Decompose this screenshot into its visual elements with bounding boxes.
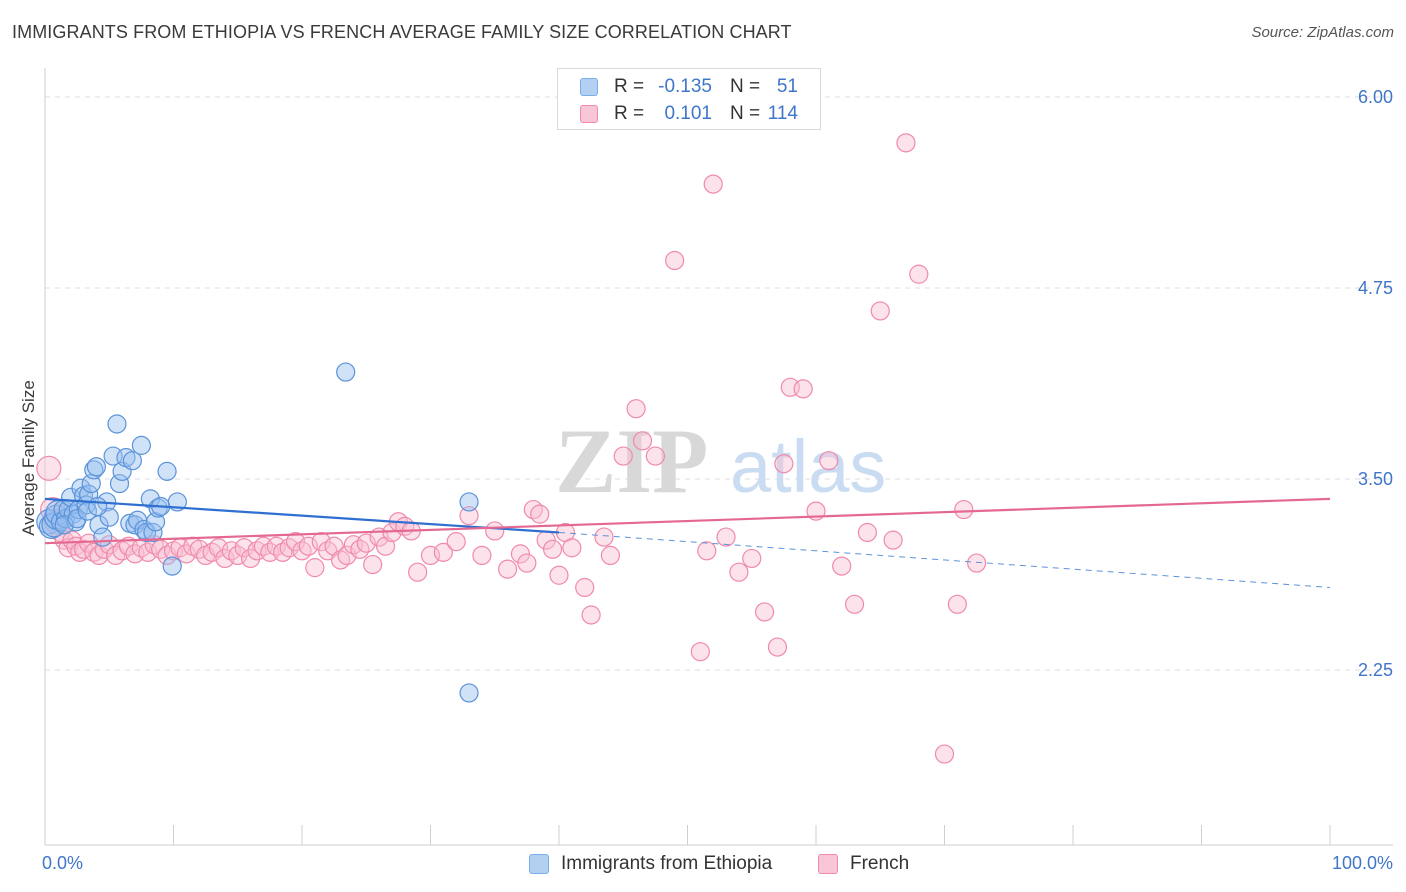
data-point [485, 521, 505, 541]
watermark-zip: ZIP [555, 410, 708, 512]
legend-r-label: R = [614, 76, 645, 97]
data-point [88, 496, 108, 517]
data-point [883, 530, 903, 550]
data-point [934, 744, 955, 764]
legend-r-value: -0.135 [658, 76, 712, 97]
data-point [665, 250, 685, 271]
data-point [176, 544, 196, 564]
data-point [107, 414, 127, 434]
data-point [819, 451, 839, 471]
data-point [433, 542, 453, 562]
data-point [613, 446, 633, 466]
data-point [697, 541, 717, 561]
data-point [729, 562, 749, 582]
data-point [909, 264, 929, 284]
data-point [363, 554, 383, 575]
legend-n-label: N = [730, 76, 761, 97]
data-point [626, 399, 646, 419]
data-point [36, 455, 62, 481]
legend-n-value: 114 [767, 103, 798, 124]
data-point [86, 457, 107, 477]
legend-swatch-french [580, 105, 598, 123]
legend-swatch-ethiopia [529, 854, 549, 874]
data-point [947, 594, 967, 614]
data-point [645, 446, 665, 466]
data-point [632, 431, 653, 451]
data-point [600, 545, 621, 566]
data-point [109, 473, 130, 494]
legend-row-ethiopia: R = -0.135 N = 51 [558, 73, 820, 101]
data-point [459, 492, 479, 512]
data-point [754, 602, 775, 622]
data-point [542, 539, 563, 559]
trend-lines [44, 497, 1331, 588]
data-point [844, 594, 865, 614]
data-point [690, 642, 710, 662]
data-point [241, 548, 261, 569]
data-point [896, 133, 916, 153]
data-point [767, 637, 788, 657]
data-point [93, 527, 113, 547]
legend-r-value: 0.101 [664, 103, 712, 124]
x-tick-labels: 0.0% 100.0% [42, 853, 1393, 873]
data-point [530, 504, 550, 524]
legend-n-value: 51 [776, 76, 798, 97]
y-tick-label: 3.50 [1358, 469, 1393, 489]
legend-swatch-ethiopia [580, 78, 598, 96]
trend-line-extension [558, 531, 1331, 588]
data-point [305, 558, 325, 578]
data-point [67, 509, 87, 529]
data-point [832, 556, 852, 576]
data-point [459, 683, 479, 703]
data-point [122, 451, 142, 471]
x-tick-label: 0.0% [42, 853, 83, 873]
y-tick-label: 6.00 [1358, 87, 1393, 107]
data-point [459, 506, 479, 526]
legend-n-label: N = [730, 103, 761, 124]
data-point [131, 435, 151, 455]
data-point [84, 460, 104, 480]
data-point [857, 522, 878, 543]
data-point [594, 527, 614, 547]
legend-label-ethiopia: Immigrants from Ethiopia [561, 853, 773, 874]
legend-row-french: R = 0.101 N = 114 [558, 100, 820, 128]
data-point [742, 548, 762, 569]
correlation-legend: R = -0.135 N = 51 R = 0.101 N = 114 [557, 68, 821, 130]
data-point [162, 556, 182, 576]
data-point [549, 565, 569, 585]
data-point [157, 461, 177, 481]
data-point [408, 562, 428, 582]
x-tick-label: 100.0% [1332, 853, 1393, 873]
data-point [774, 454, 794, 474]
data-point [472, 545, 492, 566]
data-point [967, 553, 987, 573]
y-tick-label: 4.75 [1358, 278, 1393, 298]
legend-r-label: R = [614, 103, 645, 124]
y-tick-labels: 2.25 3.50 4.75 6.00 [1358, 87, 1393, 680]
y-tick-label: 2.25 [1358, 660, 1393, 680]
legend-swatch-french [818, 854, 838, 874]
data-point [954, 499, 974, 520]
data-point [446, 532, 466, 552]
legend-label-french: French [850, 853, 910, 874]
data-point [870, 301, 890, 321]
data-point [336, 362, 356, 382]
trend-line [44, 497, 1331, 545]
data-point [517, 553, 537, 573]
y-axis-label: Average Family Size [19, 380, 38, 536]
chart-title: IMMIGRANTS FROM ETHIOPIA VS FRENCH AVERA… [12, 22, 792, 42]
gridlines [45, 96, 1393, 671]
data-point [562, 538, 582, 558]
data-point [716, 527, 736, 547]
watermark-atlas: atlas [730, 425, 886, 508]
data-point [498, 559, 518, 579]
source-label: Source: ZipAtlas.com [1251, 24, 1394, 41]
data-point [581, 605, 601, 625]
trend-line [44, 497, 560, 534]
data-point [298, 536, 319, 556]
data-point [575, 577, 595, 598]
data-point [703, 174, 723, 194]
data-point [793, 379, 813, 399]
